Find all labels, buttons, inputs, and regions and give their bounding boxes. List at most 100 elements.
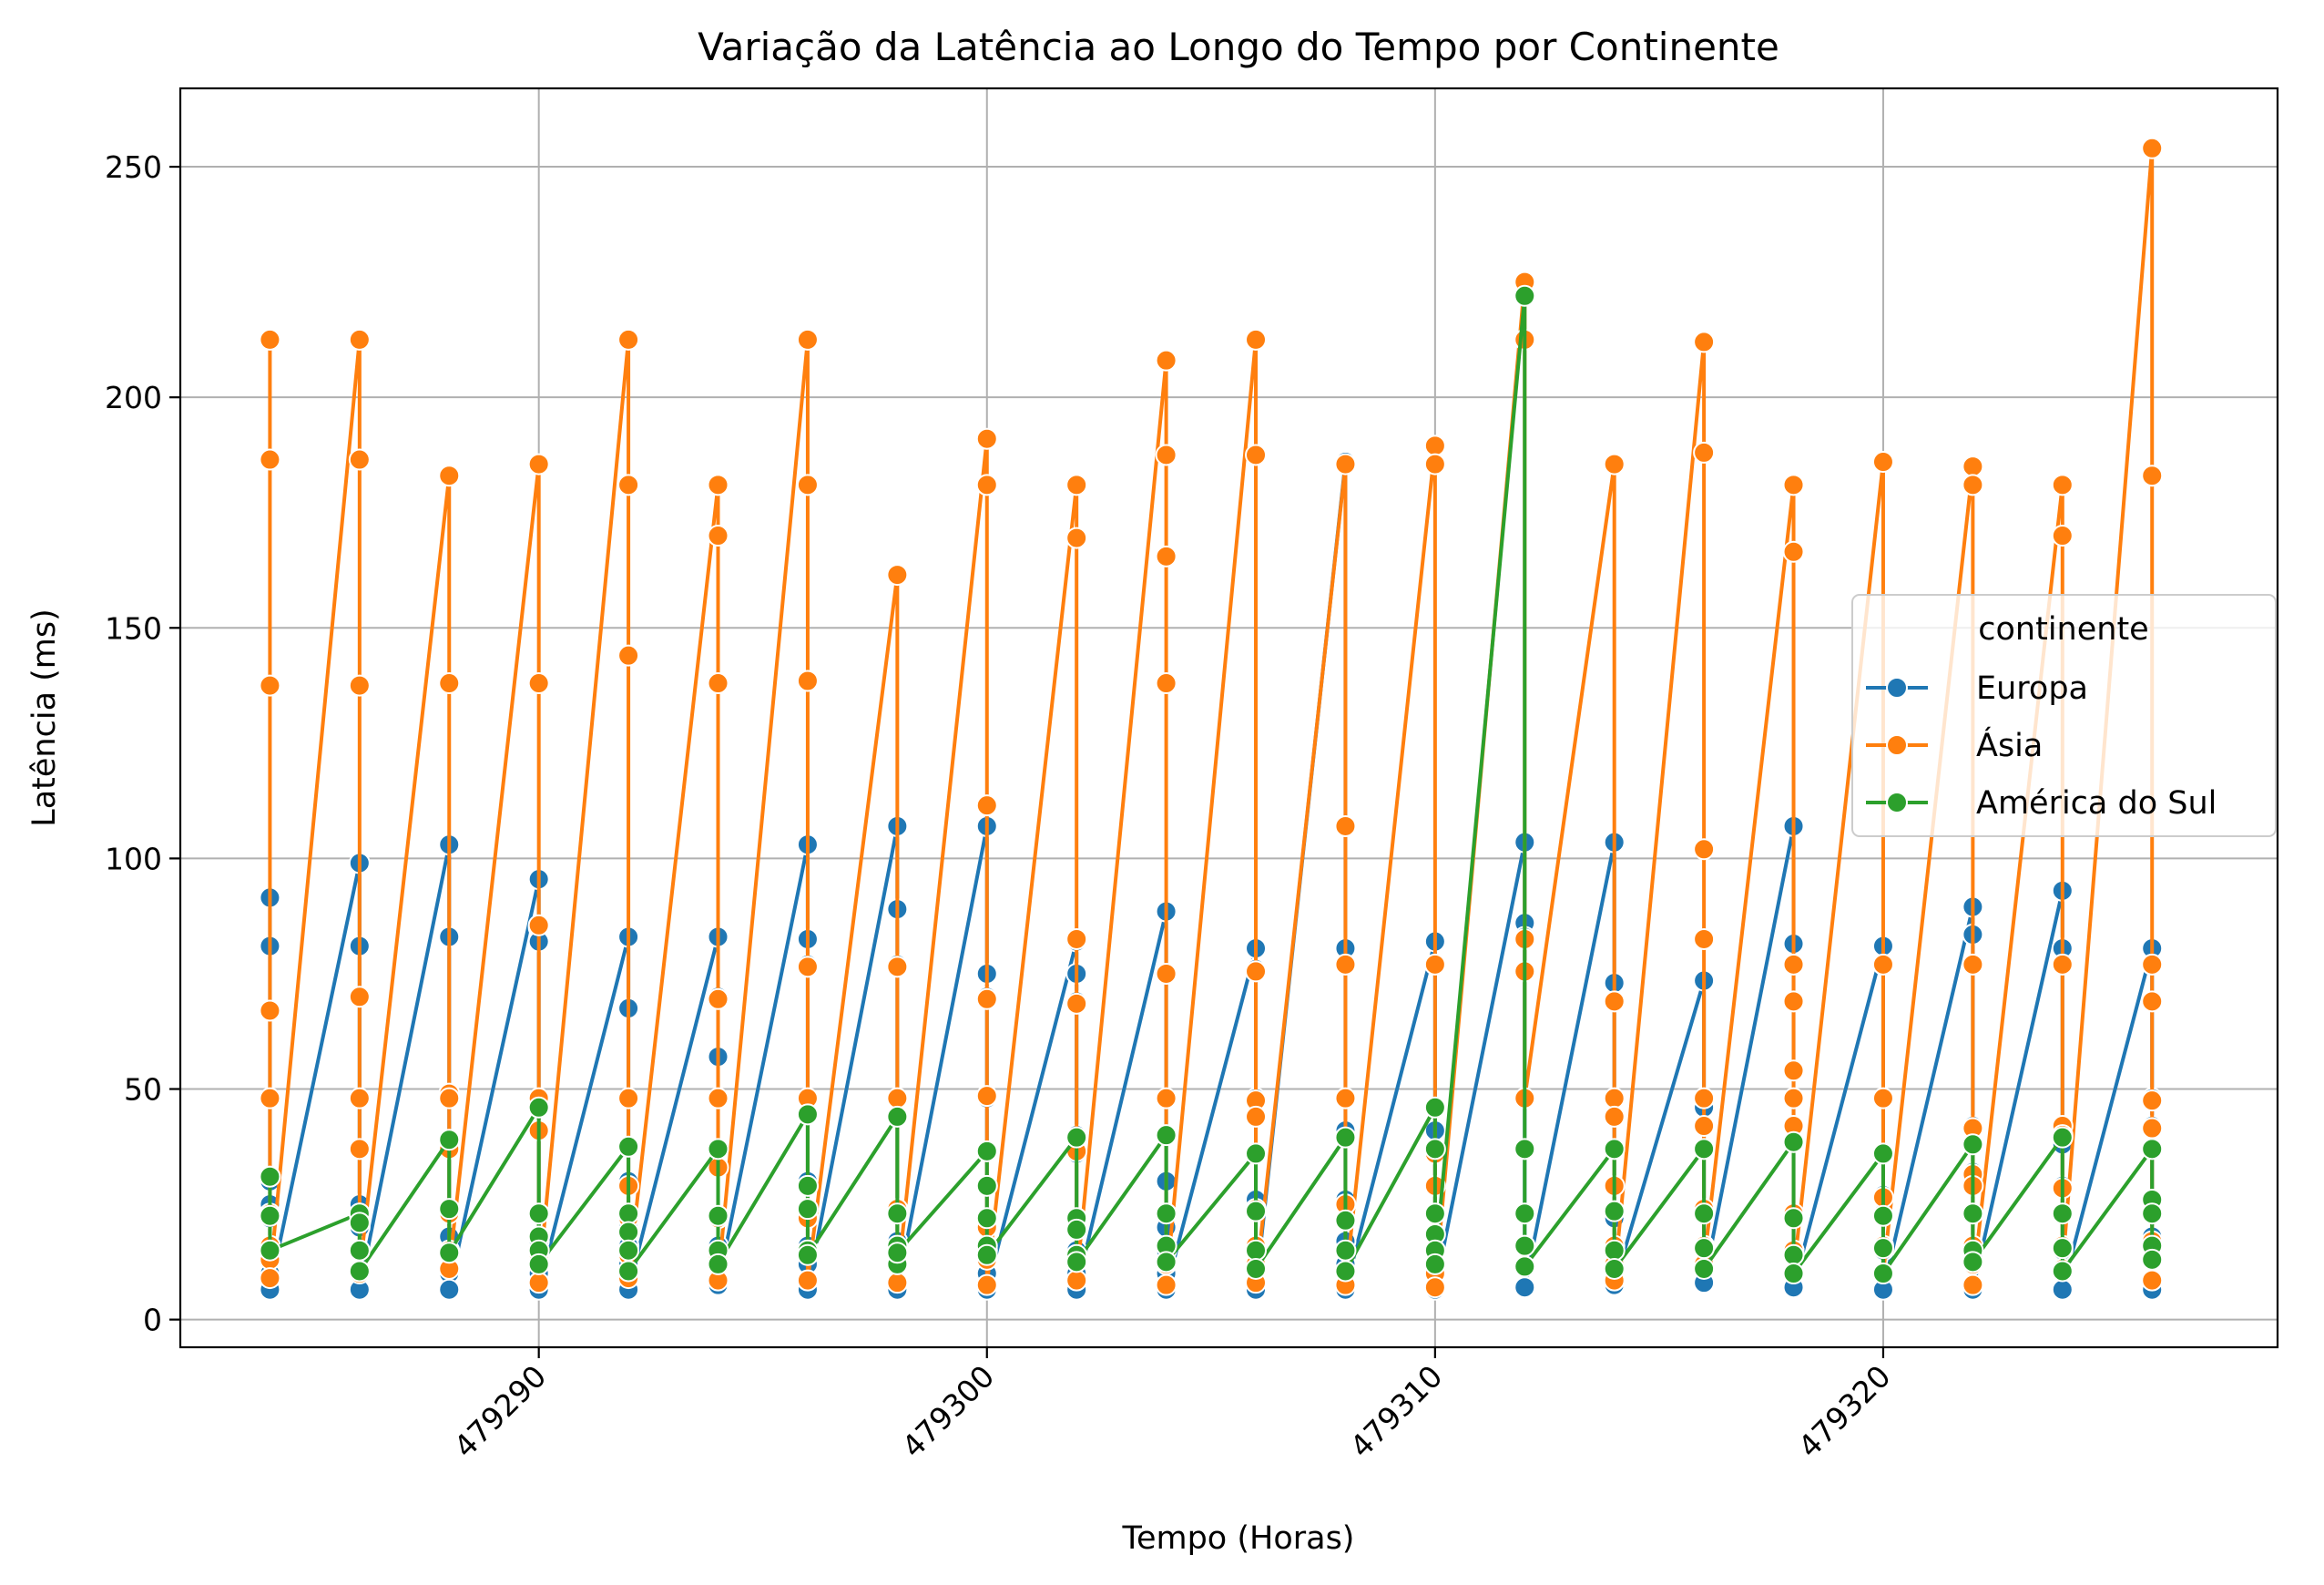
data-point: [707, 672, 729, 695]
legend-title: continente: [1978, 611, 2148, 648]
data-point: [796, 474, 819, 496]
data-point: [348, 448, 371, 471]
data-point: [259, 1267, 281, 1290]
data-point: [1423, 1276, 1446, 1299]
data-point: [2141, 990, 2164, 1013]
data-point: [1514, 1255, 1536, 1278]
data-point: [886, 1105, 909, 1128]
data-point: [617, 474, 640, 496]
legend-label: Ásia: [1976, 726, 2043, 764]
data-point: [259, 1087, 281, 1110]
data-point: [2051, 1126, 2074, 1149]
data-point: [2051, 1237, 2074, 1260]
data-point: [1155, 545, 1177, 568]
legend-entries: Europa Ásia América do Sul: [1866, 670, 2217, 822]
data-point: [2051, 1278, 2074, 1301]
data-point: [975, 474, 998, 496]
data-point: [617, 1087, 640, 1110]
data-point: [1065, 927, 1088, 950]
data-point: [1693, 441, 1716, 464]
legend-marker: [1886, 792, 1908, 813]
legend-marker: [1886, 734, 1908, 756]
data-point: [348, 328, 371, 351]
data-point: [1514, 1234, 1536, 1257]
data-point: [1155, 444, 1177, 466]
data-point: [1334, 1260, 1357, 1283]
data-point: [1065, 1269, 1088, 1292]
data-point: [1962, 474, 1984, 496]
data-point: [1871, 1204, 1894, 1227]
data-point: [1603, 453, 1626, 476]
data-point: [527, 1272, 550, 1294]
data-point: [1155, 1251, 1177, 1273]
data-point: [2051, 474, 2074, 496]
data-point: [438, 1198, 461, 1221]
data-point: [1155, 1202, 1177, 1225]
y-tick-label: 200: [105, 380, 162, 415]
data-point: [1423, 1138, 1446, 1161]
data-point: [438, 1242, 461, 1264]
data-point: [1782, 474, 1805, 496]
legend-label: Europa: [1976, 670, 2088, 707]
data-point: [259, 1239, 281, 1262]
data-point: [886, 1202, 909, 1225]
data-point: [886, 1242, 909, 1264]
data-point: [2141, 1117, 2164, 1140]
data-point: [1693, 1138, 1716, 1161]
data-point: [1603, 990, 1626, 1013]
data-point: [975, 1273, 998, 1296]
data-point: [617, 1202, 640, 1225]
data-point: [1693, 838, 1716, 861]
data-point: [975, 1140, 998, 1162]
data-point: [1693, 1202, 1716, 1225]
data-point: [1245, 328, 1268, 351]
data-point: [975, 794, 998, 817]
data-point: [1334, 1239, 1357, 1262]
data-point: [438, 465, 461, 487]
data-point: [1065, 527, 1088, 549]
data-point: [2141, 1248, 2164, 1271]
data-point: [796, 1243, 819, 1266]
data-point: [975, 427, 998, 450]
data-point: [975, 1243, 998, 1266]
data-point: [1603, 1087, 1626, 1110]
y-tick-label: 150: [105, 610, 162, 646]
data-point: [707, 1253, 729, 1275]
data-point: [1514, 1276, 1536, 1299]
data-point: [1155, 962, 1177, 985]
data-point: [2051, 1260, 2074, 1283]
data-point: [348, 1087, 371, 1110]
data-point: [1962, 1251, 1984, 1273]
y-axis-label: Latência (ms): [26, 608, 63, 827]
data-point: [527, 1202, 550, 1225]
data-point: [1245, 444, 1268, 466]
chart-title: Variação da Latência ao Longo do Tempo p…: [698, 25, 1779, 69]
axes-frame: [178, 87, 2279, 1349]
data-point: [348, 1260, 371, 1283]
data-point: [1065, 1218, 1088, 1241]
data-point: [1514, 1202, 1536, 1225]
data-point: [886, 564, 909, 587]
y-tick-label: 50: [124, 1072, 162, 1108]
data-point: [527, 1096, 550, 1119]
data-point: [1871, 1263, 1894, 1285]
data-point: [975, 1174, 998, 1197]
data-point: [1871, 953, 1894, 976]
data-point: [2141, 137, 2164, 159]
data-point: [707, 1087, 729, 1110]
data-point: [1155, 349, 1177, 372]
y-tick-label: 250: [105, 149, 162, 185]
data-point: [1245, 1257, 1268, 1280]
x-tick-label: 479290: [447, 1358, 554, 1465]
data-point: [2141, 1138, 2164, 1161]
data-point: [1693, 1115, 1716, 1138]
data-point: [1693, 1237, 1716, 1260]
data-point: [1782, 953, 1805, 976]
data-point: [1065, 992, 1088, 1015]
data-point: [617, 644, 640, 667]
data-point: [348, 674, 371, 697]
data-point: [1423, 1096, 1446, 1119]
data-point: [2051, 1202, 2074, 1225]
data-point: [1782, 540, 1805, 563]
